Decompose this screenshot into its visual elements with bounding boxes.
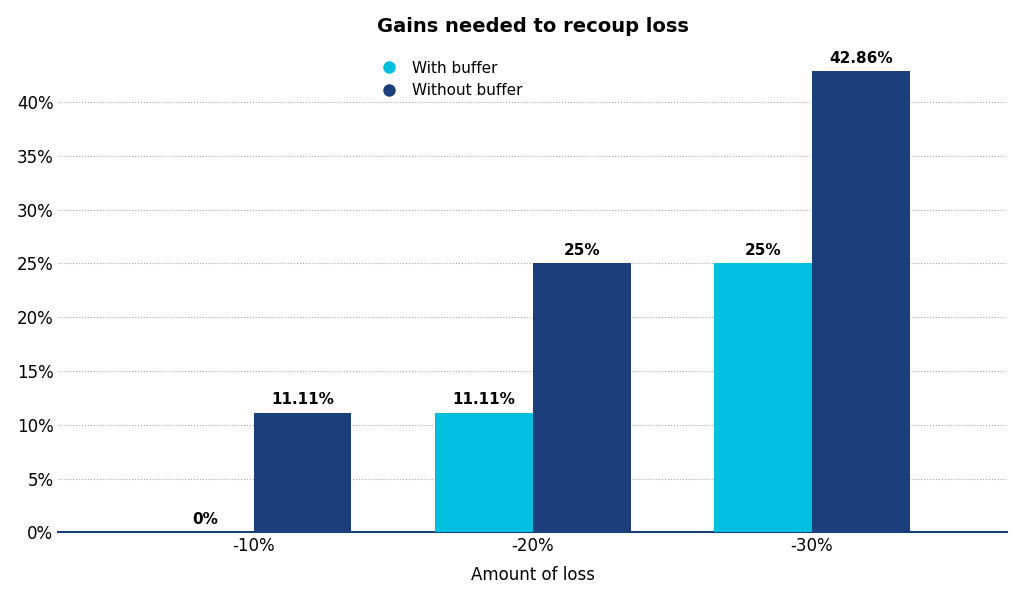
Text: 25%: 25% (563, 243, 600, 258)
X-axis label: Amount of loss: Amount of loss (471, 566, 595, 584)
Bar (812, 72, 909, 532)
Bar (254, 413, 351, 532)
Text: 25%: 25% (744, 243, 781, 258)
Legend: With buffer, Without buffer: With buffer, Without buffer (370, 56, 527, 103)
Text: 0%: 0% (191, 512, 218, 527)
Text: 42.86%: 42.86% (829, 51, 893, 66)
Title: Gains needed to recoup loss: Gains needed to recoup loss (377, 17, 689, 35)
Text: 11.11%: 11.11% (453, 392, 515, 407)
Bar (715, 263, 812, 532)
Bar (435, 413, 532, 532)
Bar (532, 263, 631, 532)
Text: 11.11%: 11.11% (271, 392, 334, 407)
